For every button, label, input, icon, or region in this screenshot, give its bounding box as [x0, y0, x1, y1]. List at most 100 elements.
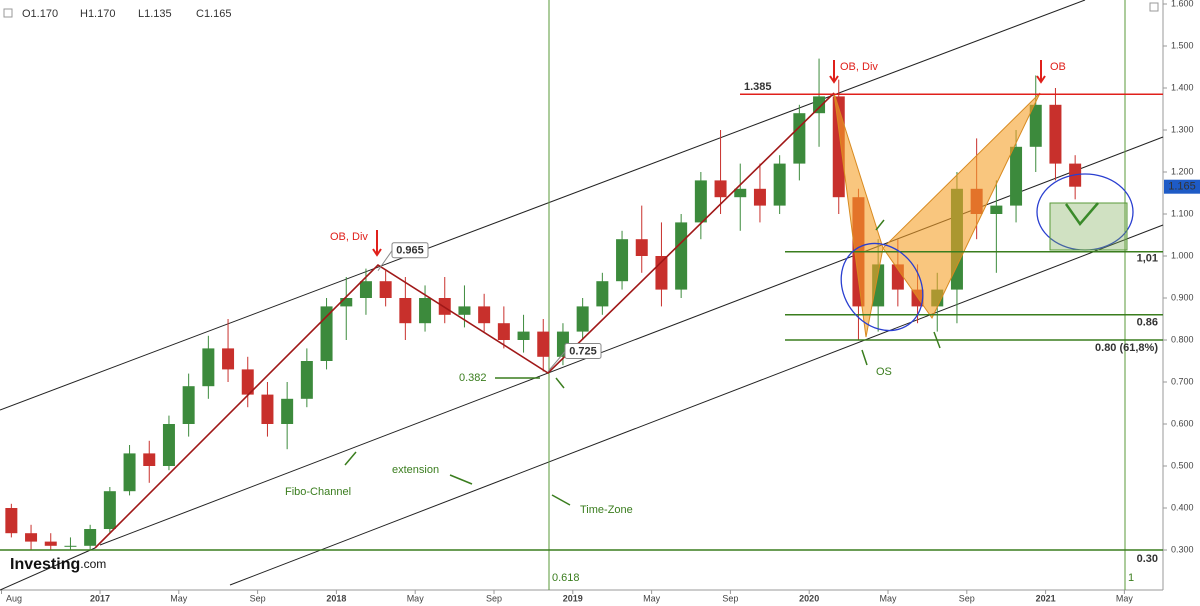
y-tick-label: 1.200	[1171, 166, 1194, 176]
candle-body	[537, 331, 550, 357]
x-tick-label: May	[1116, 593, 1134, 603]
ohlc-open: O1.170	[22, 8, 58, 20]
ohlc-close: C1.165	[196, 8, 231, 20]
x-tick-label: Sep	[250, 593, 266, 603]
candle-body	[517, 331, 530, 340]
arrow	[551, 494, 571, 506]
level-label: 0.30	[1137, 553, 1158, 565]
candle-body	[694, 180, 707, 223]
ellipse	[840, 242, 924, 332]
y-tick-label: 0.400	[1171, 502, 1194, 512]
candle-body	[182, 386, 195, 424]
y-tick-label: 0.800	[1171, 334, 1194, 344]
brand: Investing.com	[10, 556, 106, 573]
y-tick-label: 0.300	[1171, 544, 1194, 554]
y-tick-label: 0.600	[1171, 418, 1194, 428]
callout-line	[547, 351, 566, 372]
candle-body	[576, 306, 589, 332]
candle-body	[419, 298, 432, 324]
y-tick-label: 1.600	[1171, 0, 1194, 8]
y-tick-label: 1.300	[1171, 124, 1194, 134]
callout-box	[564, 343, 602, 359]
y-tick-label: 0.500	[1171, 460, 1194, 470]
channel-line	[229, 224, 1164, 586]
y-tick-label: 0.700	[1171, 376, 1194, 386]
candle-body	[162, 424, 175, 466]
candle-body	[714, 180, 727, 198]
arrow-head	[372, 248, 382, 257]
candle-body	[103, 491, 116, 529]
brand-part: .com	[80, 557, 106, 571]
candle-body	[675, 222, 688, 290]
candle-body	[222, 348, 235, 370]
time-zone-label: 1	[1128, 572, 1134, 584]
annotation: 0.382	[459, 372, 487, 384]
y-tick-label: 1.500	[1171, 40, 1194, 50]
candle-body	[379, 281, 392, 298]
candle-body	[84, 529, 97, 546]
x-tick-label: May	[170, 593, 188, 603]
x-tick-label: May	[407, 593, 425, 603]
x-tick-label: 2018	[326, 593, 346, 603]
settings-icon[interactable]	[1149, 2, 1159, 12]
level-label: 1.385	[744, 81, 772, 93]
time-zone-label: 0.618	[552, 572, 580, 584]
projection	[1064, 202, 1099, 227]
candle-body	[616, 239, 629, 282]
x-tick-label: 2020	[799, 593, 819, 603]
x-tick-label: Sep	[959, 593, 975, 603]
candle-body	[64, 545, 77, 547]
annotation: Fibo-Channel	[285, 486, 351, 498]
price-tag	[1164, 179, 1200, 194]
y-tick-label: 1.100	[1171, 208, 1194, 218]
x-tick-label: Sep	[486, 593, 502, 603]
candle-body	[300, 361, 313, 399]
channel-line	[0, 547, 96, 591]
arrow	[555, 377, 565, 389]
zigzag	[94, 92, 835, 549]
x-tick-label: May	[879, 593, 897, 603]
candle-body	[399, 298, 412, 324]
candle-body	[478, 306, 491, 324]
ohlc-low: L1.135	[138, 8, 172, 20]
harmonic-xab	[833, 92, 884, 338]
candle-body	[202, 348, 215, 387]
y-tick-label: 1.400	[1171, 82, 1194, 92]
y-tick-label: 1.000	[1171, 250, 1194, 260]
level-label: 1,01	[1137, 253, 1158, 265]
arrow-head	[1036, 75, 1046, 84]
candle-body	[1010, 146, 1023, 206]
candle-body	[261, 394, 274, 424]
candle-body	[123, 453, 136, 492]
candle-body	[438, 298, 451, 315]
candle-body	[773, 163, 786, 206]
candle-body	[497, 323, 510, 340]
arrow	[449, 474, 473, 485]
candle-body	[143, 453, 156, 466]
menu-icon[interactable]	[3, 8, 13, 18]
candle-body	[359, 281, 372, 298]
harmonic-bcd	[882, 92, 1041, 319]
arrow	[933, 331, 941, 349]
candle-body	[5, 508, 18, 534]
candle-body	[596, 281, 609, 307]
annotation: OB	[1050, 61, 1066, 73]
callout-line	[377, 250, 393, 271]
x-tick-label: 2021	[1036, 593, 1056, 603]
candle-body	[813, 96, 826, 114]
y-tick-label: 0.900	[1171, 292, 1194, 302]
candle-body	[1049, 104, 1062, 164]
x-tick-label: May	[643, 593, 661, 603]
candle-body	[734, 188, 747, 198]
candle-body	[635, 239, 648, 256]
target-box	[1049, 202, 1128, 251]
candle-body	[1029, 104, 1042, 147]
candle-body	[281, 398, 294, 424]
annotation: extension	[392, 464, 439, 476]
x-tick-label: 2017	[90, 593, 110, 603]
arrow	[861, 349, 868, 366]
candle-body	[320, 306, 333, 361]
candle-body	[44, 541, 57, 546]
annotation: OS	[876, 366, 892, 378]
candle-body	[753, 188, 766, 206]
